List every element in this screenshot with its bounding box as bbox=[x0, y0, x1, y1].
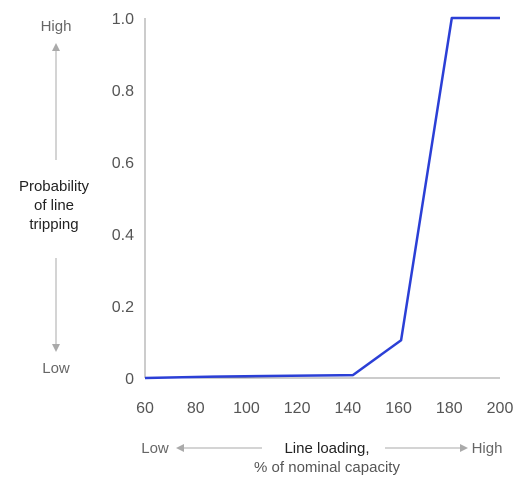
x-tick-label: 180 bbox=[436, 400, 463, 417]
y-tick-label: 0.6 bbox=[112, 155, 134, 172]
x-axis-label: Line loading, bbox=[284, 440, 369, 457]
y-tick-labels: 0 0.2 0.4 0.6 0.8 1.0 bbox=[112, 11, 134, 388]
x-tick-label: 60 bbox=[136, 400, 154, 417]
x-high-label: High bbox=[472, 440, 503, 457]
x-tick-label: 120 bbox=[284, 400, 311, 417]
x-tick-label: 160 bbox=[385, 400, 412, 417]
y-tick-label: 1.0 bbox=[112, 11, 134, 28]
x-low-label: Low bbox=[141, 440, 169, 457]
y-high-label: High bbox=[41, 18, 72, 35]
y-tick-label: 0 bbox=[125, 371, 134, 388]
y-axis-label-line-1: Probability bbox=[19, 178, 90, 195]
x-tick-label: 100 bbox=[233, 400, 260, 417]
x-axis-sublabel: % of nominal capacity bbox=[254, 459, 400, 476]
y-tick-label: 0.4 bbox=[112, 227, 134, 244]
y-axis-label-line-2: of line bbox=[34, 197, 74, 214]
y-low-label: Low bbox=[42, 360, 70, 377]
y-tick-label: 0.2 bbox=[112, 299, 134, 316]
series-line bbox=[144, 16, 500, 380]
x-tick-label: 200 bbox=[487, 400, 514, 417]
y-axis-label-line-3: tripping bbox=[29, 216, 78, 233]
x-tick-label: 140 bbox=[335, 400, 362, 417]
y-tick-label: 0.8 bbox=[112, 83, 134, 100]
x-tick-label: 80 bbox=[187, 400, 205, 417]
x-tick-labels: 60 80 100 120 140 160 180 200 bbox=[136, 400, 513, 417]
